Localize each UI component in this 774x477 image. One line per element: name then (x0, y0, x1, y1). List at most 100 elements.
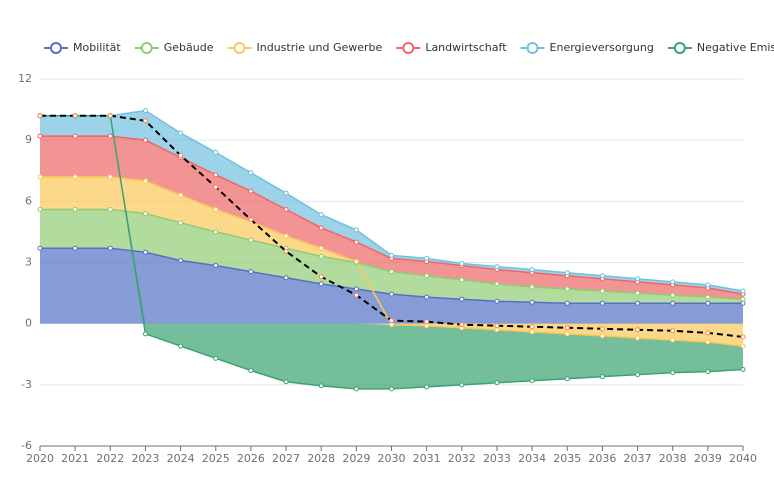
point (599, 374, 605, 380)
point (494, 327, 500, 333)
point (635, 372, 641, 378)
x-tick-label: 2022 (96, 452, 124, 465)
y-tick-label: 0 (25, 317, 32, 330)
y-tick-label: 9 (25, 133, 32, 146)
point (529, 299, 535, 305)
legend-icon (402, 42, 415, 54)
point (599, 300, 605, 306)
legend: Mobilität Gebäude Industrie und Gewerbe Lan… (44, 41, 774, 54)
point (740, 300, 746, 306)
x-tick-label: 2023 (131, 452, 159, 465)
x-tick-label: 2029 (342, 452, 370, 465)
sum-point (564, 325, 570, 331)
sum-point (494, 323, 500, 329)
point (494, 380, 500, 386)
point (459, 261, 465, 267)
point (318, 245, 324, 251)
sum-point (248, 217, 254, 223)
sum-point (705, 330, 711, 336)
legend-label: Landwirtschaft (425, 41, 507, 54)
x-tick-label: 2028 (307, 452, 335, 465)
point (459, 296, 465, 302)
point (318, 383, 324, 389)
x-tick-label: 2038 (659, 452, 687, 465)
point (635, 335, 641, 341)
point (353, 227, 359, 233)
point (283, 275, 289, 281)
legend-label: Industrie und Gewerbe (257, 41, 383, 54)
point (178, 192, 184, 198)
point (599, 333, 605, 339)
sum-point (389, 318, 394, 324)
x-tick-label: 2025 (202, 452, 230, 465)
sum-point (72, 113, 78, 119)
x-tick-label: 2027 (272, 452, 300, 465)
areas (40, 110, 743, 389)
point (142, 249, 148, 255)
point (424, 294, 430, 300)
point (705, 300, 711, 306)
area (40, 115, 743, 389)
point (705, 369, 711, 375)
point (353, 386, 359, 392)
x-tick-label: 2020 (26, 452, 54, 465)
y-tick-label: -3 (21, 378, 32, 391)
x-tick-label: 2030 (378, 452, 406, 465)
point (248, 237, 254, 243)
point (178, 130, 184, 136)
point (178, 220, 184, 226)
point (37, 245, 43, 251)
point (37, 133, 43, 139)
point (564, 376, 570, 382)
point (740, 343, 746, 349)
point (283, 206, 289, 212)
x-tick-label: 2033 (483, 452, 511, 465)
point (318, 225, 324, 231)
legend-label: Mobilität (73, 41, 121, 54)
sum-point (318, 274, 324, 280)
point (37, 174, 43, 180)
x-tick-label: 2031 (413, 452, 441, 465)
point (72, 174, 78, 180)
point (459, 382, 465, 388)
sum-point (670, 328, 676, 334)
point (248, 269, 254, 275)
x-tick-label: 2024 (167, 452, 195, 465)
point (494, 281, 500, 287)
point (248, 188, 254, 194)
y-tick-label: 12 (18, 72, 32, 85)
x-tick-label: 2039 (694, 452, 722, 465)
point (599, 273, 605, 279)
point (72, 133, 78, 139)
point (318, 212, 324, 218)
point (529, 378, 535, 384)
point (529, 267, 535, 273)
point (740, 367, 746, 373)
point (705, 282, 711, 288)
point (213, 229, 219, 235)
legend-label: Gebäude (164, 41, 214, 54)
point (213, 149, 219, 155)
point (72, 245, 78, 251)
legend-label: Negative Emissionen (697, 41, 774, 54)
point (670, 370, 676, 376)
point (564, 331, 570, 337)
point (213, 355, 219, 361)
sum-point (283, 248, 289, 254)
point (389, 322, 394, 328)
sum-point (142, 118, 148, 124)
point (424, 323, 430, 329)
x-tick-label: 2032 (448, 452, 476, 465)
point (564, 286, 570, 292)
point (107, 206, 113, 212)
legend-icon (233, 42, 246, 54)
point (424, 255, 430, 261)
point (283, 379, 289, 385)
point (564, 270, 570, 276)
point (599, 288, 605, 294)
point (248, 170, 254, 176)
point (424, 384, 430, 390)
legend-label: Energieversorgung (550, 41, 654, 54)
point (740, 288, 746, 294)
x-tick-label: 2021 (61, 452, 89, 465)
